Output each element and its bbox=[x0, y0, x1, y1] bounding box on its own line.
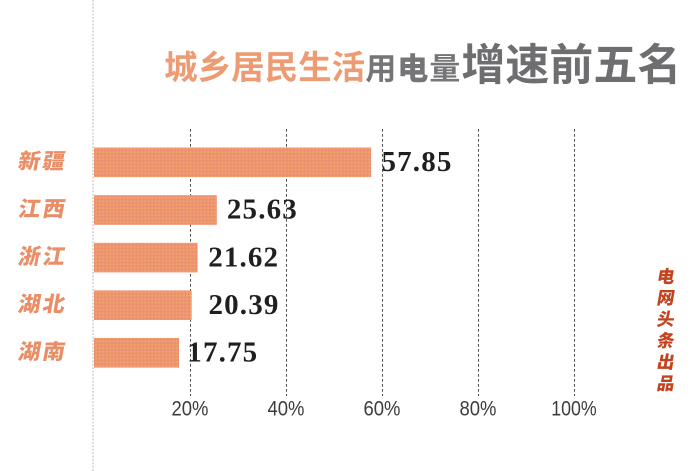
svg-text:17.75: 17.75 bbox=[187, 337, 258, 369]
svg-text:20%: 20% bbox=[172, 397, 209, 421]
svg-text:80%: 80% bbox=[460, 397, 497, 421]
svg-text:40%: 40% bbox=[268, 397, 305, 421]
svg-text:60%: 60% bbox=[364, 397, 401, 421]
svg-text:21.62: 21.62 bbox=[208, 241, 279, 273]
svg-text:20.39: 20.39 bbox=[209, 289, 280, 321]
svg-text:57.85: 57.85 bbox=[382, 146, 453, 178]
svg-text:25.63: 25.63 bbox=[227, 194, 298, 226]
svg-text:100%: 100% bbox=[551, 397, 597, 421]
